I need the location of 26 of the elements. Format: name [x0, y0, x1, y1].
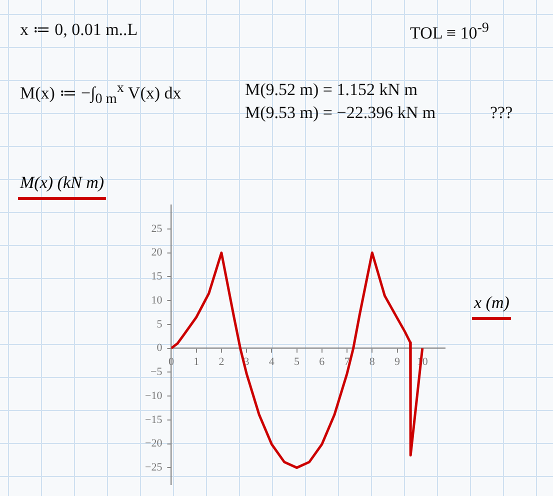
y-tick-label: −5 [150, 366, 163, 378]
x-tick-label: 8 [369, 356, 376, 368]
x-tick-label: 4 [268, 356, 275, 368]
y-tick-label: −20 [144, 438, 163, 450]
y-tick-label: −25 [144, 462, 163, 474]
y-tick-label: 10 [151, 294, 163, 306]
y-tick-label: 5 [156, 318, 163, 330]
text: x ≔ 0, 0.01 m..L [20, 20, 138, 40]
y-tick-label: 25 [151, 222, 163, 235]
x-tick-label: 9 [394, 356, 401, 368]
text: M(9.53 m) = −22.396 kN m [245, 103, 436, 123]
text: M(x) ≔ −∫$_{0 m}$$^{x}$ V(x) dx [20, 80, 182, 108]
y-tick-label: 0 [156, 342, 163, 354]
text: TOL ≡ 10$^{-9}$ [410, 20, 489, 44]
x-tick-label: 6 [319, 356, 326, 368]
x-tick-label: 5 [294, 356, 300, 368]
x-tick-label: 1 [194, 356, 200, 368]
text: ??? [490, 103, 513, 123]
x-tick-label: 2 [218, 356, 224, 368]
text: M(9.52 m) = 1.152 kN m [245, 80, 418, 100]
x-axis-title: x (m) [472, 293, 512, 320]
y-tick-label: 20 [151, 246, 163, 259]
y-tick-label: −15 [144, 414, 163, 426]
y-tick-label: −10 [144, 390, 163, 402]
y-tick-label: 15 [151, 270, 163, 283]
y-axis-title: M(x) (kN m) [18, 173, 106, 200]
